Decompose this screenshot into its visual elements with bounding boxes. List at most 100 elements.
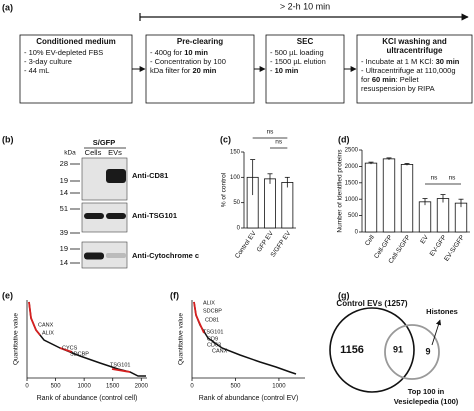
y-axis-label: Quantitative value bbox=[178, 313, 185, 365]
step-text: - 500 µL loading bbox=[270, 48, 324, 57]
y-axis-label: Quantitative value bbox=[13, 313, 20, 365]
x-tick-label: Control EV bbox=[234, 230, 258, 260]
y-axis-label: % of control bbox=[221, 172, 228, 207]
step-text: : Pellet bbox=[396, 75, 420, 84]
ns-label: ns bbox=[431, 175, 439, 182]
x-tick-label: 1000 bbox=[77, 384, 91, 390]
y-tick-label: 0 bbox=[355, 230, 359, 236]
panel-label: (b) bbox=[2, 134, 14, 144]
bar bbox=[281, 181, 294, 229]
step-box bbox=[19, 34, 133, 104]
highlight bbox=[59, 347, 73, 353]
bar bbox=[418, 201, 432, 233]
x-tick-label: 0 bbox=[190, 384, 194, 390]
highlight bbox=[193, 301, 205, 334]
step-text: - 3-day culture bbox=[24, 57, 72, 66]
step-box bbox=[145, 34, 255, 104]
step-title: ultracentrifuge bbox=[386, 46, 443, 55]
step-line: - 44 mL bbox=[24, 66, 49, 75]
band bbox=[106, 213, 126, 219]
step-box bbox=[265, 34, 345, 104]
step-text: - 1500 µL elution bbox=[270, 57, 326, 66]
band bbox=[84, 213, 104, 219]
protein-label: ALIX bbox=[42, 330, 54, 336]
set-b-label: Vesiclepedia (100) bbox=[394, 397, 459, 406]
step-text: - bbox=[270, 66, 275, 75]
step-text: - 10% EV-depleted FBS bbox=[24, 48, 103, 57]
step-text: - Ultracentrifuge at 110,000g bbox=[361, 66, 456, 75]
panel-label: (g) bbox=[338, 290, 350, 300]
bar bbox=[382, 158, 396, 233]
step-title: SEC bbox=[297, 37, 314, 46]
step-line: - 10% EV-depleted FBS bbox=[24, 48, 103, 57]
bar bbox=[264, 178, 276, 229]
step-title: Pre-clearing bbox=[177, 37, 223, 46]
protein-label: SDCBP bbox=[203, 308, 222, 314]
duration: > 2-h 10 min bbox=[280, 1, 330, 11]
step-line: - 10 min bbox=[270, 66, 299, 75]
step-line: resuspension by RIPA bbox=[361, 84, 435, 93]
protein-label: TSG101 bbox=[110, 362, 130, 368]
kda-marker: 51 bbox=[60, 204, 68, 213]
step-line: for 60 min: Pellet bbox=[361, 75, 419, 84]
y-tick-label: 2500 bbox=[345, 148, 359, 154]
kda-marker: 28 bbox=[60, 159, 68, 168]
step-box bbox=[356, 34, 473, 104]
kda: kDa bbox=[64, 150, 76, 157]
step-text: resuspension by RIPA bbox=[361, 84, 435, 93]
protein-label: ALIX bbox=[203, 300, 215, 306]
set-a bbox=[329, 307, 415, 393]
panel-label: (f) bbox=[170, 290, 179, 300]
step-title: Conditioned medium bbox=[36, 37, 116, 46]
antibody: Anti-CD81 bbox=[132, 171, 168, 180]
antibody: Anti-Cytochrome c bbox=[132, 251, 199, 260]
kda-marker: 19 bbox=[60, 176, 68, 185]
band bbox=[84, 252, 104, 260]
note-arrow bbox=[431, 319, 442, 346]
protein-label: CYCS bbox=[62, 345, 78, 351]
set-a-label: Control EVs (1257) bbox=[336, 299, 407, 308]
step-line: kDa filter for 20 min bbox=[150, 66, 217, 75]
panel-label: (d) bbox=[338, 134, 350, 144]
venn-count: 91 bbox=[393, 344, 403, 354]
highlight bbox=[28, 301, 41, 336]
y-tick-label: 0 bbox=[237, 226, 241, 232]
step-text: - Concentration by 100 bbox=[150, 57, 226, 66]
x-tick-label: 2000 bbox=[135, 384, 149, 390]
y-axis-label: Number of identified proteins bbox=[337, 149, 344, 233]
x-tick-label: Cell bbox=[364, 234, 376, 248]
step-line: - 1500 µL elution bbox=[270, 57, 326, 66]
highlight bbox=[111, 368, 131, 373]
set-b bbox=[384, 324, 440, 380]
step-line: - 500 µL loading bbox=[270, 48, 324, 57]
step-line: - 400g for 10 min bbox=[150, 48, 208, 57]
protein-label: TSG101 bbox=[203, 329, 223, 335]
blot-group: S/GFP bbox=[93, 138, 116, 147]
y-tick-label: 1500 bbox=[345, 180, 359, 186]
bar bbox=[364, 162, 378, 233]
bar bbox=[454, 202, 468, 233]
lane-label: EVs bbox=[108, 148, 122, 157]
bar bbox=[400, 164, 414, 233]
protein-label: CD9 bbox=[207, 336, 218, 342]
x-tick-label: 500 bbox=[230, 384, 241, 390]
panel-label: (a) bbox=[2, 2, 13, 12]
y-tick-label: 2000 bbox=[345, 164, 359, 170]
protein-label: CD63 bbox=[207, 342, 221, 348]
y-tick-label: 500 bbox=[348, 213, 359, 219]
step-text: - 400g for bbox=[150, 48, 184, 57]
protein-label: CD81 bbox=[205, 317, 219, 323]
kda-marker: 19 bbox=[60, 244, 68, 253]
ns-label: ns bbox=[267, 129, 275, 136]
y-tick-label: 150 bbox=[230, 150, 241, 156]
x-tick-label: 1000 bbox=[272, 384, 286, 390]
step-text: 20 min bbox=[193, 66, 217, 75]
panel-label: (e) bbox=[2, 290, 13, 300]
step-text: 30 min bbox=[436, 57, 460, 66]
step-text: 10 min bbox=[275, 66, 299, 75]
y-tick-label: 100 bbox=[230, 175, 241, 181]
ns-label: ns bbox=[449, 175, 457, 182]
step-text: kDa filter for bbox=[150, 66, 193, 75]
band-faint bbox=[106, 253, 126, 258]
